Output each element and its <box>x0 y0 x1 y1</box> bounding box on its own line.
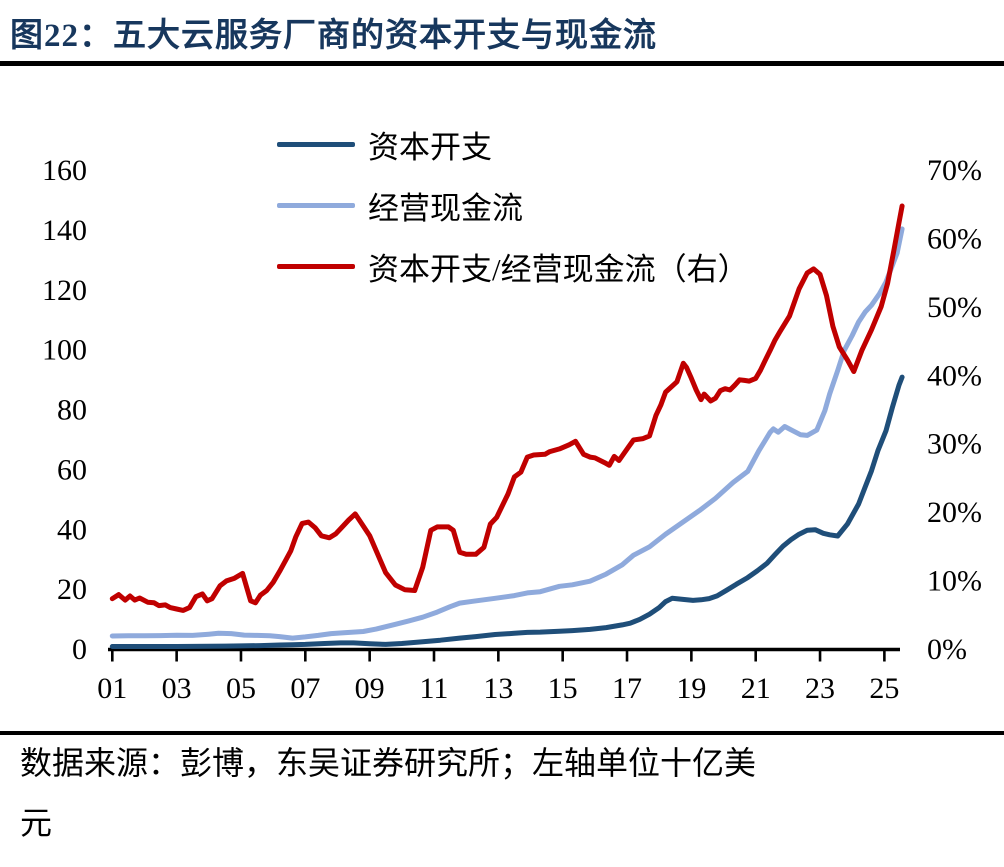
left-axis-label-100: 100 <box>42 334 87 367</box>
left-axis-label-120: 120 <box>42 274 87 307</box>
capex-to-ocf-ratio-line-swatch <box>277 263 355 269</box>
right-axis-label-30pct: 30% <box>927 428 982 461</box>
chart-legend: 资本开支 经营现金流 资本开支/经营现金流（右） <box>277 126 749 309</box>
figure-title: 图22：五大云服务厂商的资本开支与现金流 <box>10 18 657 54</box>
x-axis-label-19: 19 <box>676 672 706 705</box>
left-axis-label-40: 40 <box>57 513 87 546</box>
right-axis-label-0pct: 0% <box>927 633 967 666</box>
x-axis-label-01: 01 <box>97 672 127 705</box>
x-axis-label-25: 25 <box>869 672 899 705</box>
legend-item-capex: 资本开支 <box>277 126 749 165</box>
legend-label-capex-to-ocf-ratio: 资本开支/经营现金流（右） <box>368 251 749 287</box>
capex-line-swatch <box>277 141 355 147</box>
legend-label-capex: 资本开支 <box>368 129 492 165</box>
x-axis-label-13: 13 <box>483 672 513 705</box>
series-line-capex-to-ocf-ratio <box>109 203 905 613</box>
right-axis-label-10pct: 10% <box>927 565 982 598</box>
x-axis-label-07: 07 <box>290 672 320 705</box>
left-axis-label-20: 20 <box>57 573 87 606</box>
right-axis-label-40pct: 40% <box>927 359 982 392</box>
left-axis-label-80: 80 <box>57 394 87 427</box>
right-axis-label-50pct: 50% <box>927 291 982 324</box>
right-axis-label-60pct: 60% <box>927 222 982 255</box>
series-line-capex <box>109 374 905 649</box>
x-axis-label-09: 09 <box>355 672 385 705</box>
right-axis-label-70pct: 70% <box>927 154 982 187</box>
x-axis-label-15: 15 <box>548 672 578 705</box>
legend-item-operating-cash-flow: 经营现金流 <box>277 187 749 226</box>
legend-label-operating-cash-flow: 经营现金流 <box>368 190 523 226</box>
footer-divider-rule <box>0 731 1004 735</box>
series-line-operating-cash-flow <box>109 226 905 641</box>
right-axis-label-20pct: 20% <box>927 496 982 529</box>
source-note-line-1: 数据来源：彭博，东吴证券研究所；左轴单位十亿美 <box>20 745 757 781</box>
x-axis-label-23: 23 <box>805 672 835 705</box>
left-axis-label-140: 140 <box>42 214 87 247</box>
legend-item-capex-to-ocf-ratio: 资本开支/经营现金流（右） <box>277 248 749 287</box>
x-axis-label-11: 11 <box>420 672 449 705</box>
title-divider-rule <box>0 61 1004 66</box>
x-axis-label-05: 05 <box>226 672 256 705</box>
x-axis-label-17: 17 <box>612 672 642 705</box>
left-axis-label-60: 60 <box>57 453 87 486</box>
source-note-line-2: 元 <box>20 805 53 841</box>
x-axis-label-21: 21 <box>741 672 771 705</box>
chart-plot-area: 01 03 05 07 09 11 13 15 17 19 21 23 25 0 20 40 60 80 100 12… <box>42 154 982 705</box>
operating-cash-flow-line-swatch <box>277 202 355 208</box>
left-axis-label-160: 160 <box>42 154 87 187</box>
x-axis-label-03: 03 <box>162 672 192 705</box>
source-note: 数据来源：彭博，东吴证券研究所；左轴单位十亿美 元 <box>20 747 995 867</box>
left-axis-label-0: 0 <box>72 633 87 666</box>
